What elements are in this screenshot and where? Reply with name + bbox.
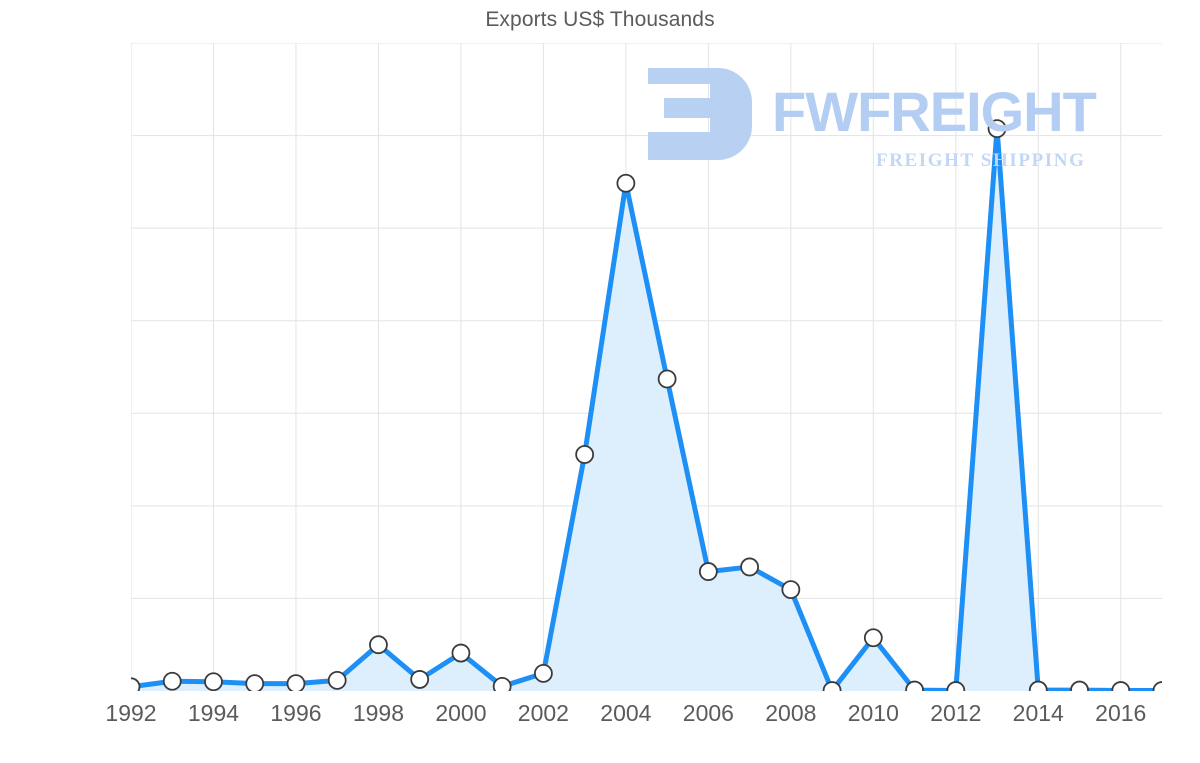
x-axis-tick-label: 2008	[765, 700, 817, 726]
data-point-marker[interactable]	[575, 445, 595, 464]
x-axis-tick-label: 1992	[105, 700, 157, 726]
data-point-markers[interactable]	[131, 119, 1163, 691]
area-fill	[131, 128, 1162, 691]
data-point-marker[interactable]	[822, 681, 842, 691]
data-point-marker[interactable]	[492, 676, 512, 691]
data-point-marker[interactable]	[410, 670, 430, 689]
data-point-marker[interactable]	[781, 580, 801, 600]
x-axis-tick-label: 2006	[682, 700, 734, 726]
data-point-marker[interactable]	[245, 674, 265, 691]
data-point-marker[interactable]	[131, 677, 141, 691]
data-point-marker[interactable]	[451, 643, 471, 663]
data-point-marker[interactable]	[1070, 680, 1089, 691]
x-axis-tick-label: 2010	[847, 700, 899, 726]
data-point-marker[interactable]	[533, 664, 553, 683]
data-point-marker[interactable]	[1152, 681, 1163, 691]
x-axis-tick-label: 2014	[1012, 700, 1064, 726]
data-point-marker[interactable]	[616, 173, 636, 193]
x-axis-tick-label: 1994	[187, 700, 240, 726]
data-point-marker[interactable]	[286, 674, 306, 691]
data-point-marker[interactable]	[327, 670, 347, 690]
data-point-marker[interactable]	[1111, 681, 1131, 691]
data-point-marker[interactable]	[863, 628, 883, 648]
x-axis-tick-label: 1998	[352, 700, 405, 726]
data-point-marker[interactable]	[369, 635, 388, 655]
x-axis-tick-label: 2012	[930, 700, 982, 726]
data-point-marker[interactable]	[946, 681, 966, 691]
data-point-marker[interactable]	[905, 680, 924, 691]
data-point-marker[interactable]	[204, 672, 223, 691]
x-axis-tick-label: 2016	[1095, 700, 1147, 726]
x-axis-tick-label: 2002	[517, 700, 569, 726]
data-point-marker[interactable]	[740, 557, 759, 577]
data-point-marker[interactable]	[698, 562, 718, 581]
x-axis-tick-label: 2004	[600, 700, 652, 726]
x-axis-tick-label: 2000	[435, 700, 487, 726]
chart-title: Exports US$ Thousands	[485, 8, 715, 31]
data-point-marker[interactable]	[657, 369, 677, 389]
data-point-marker[interactable]	[1028, 680, 1048, 691]
data-point-marker[interactable]	[987, 119, 1007, 139]
data-point-marker[interactable]	[162, 671, 182, 691]
x-axis-tick-label: 1996	[270, 700, 322, 726]
